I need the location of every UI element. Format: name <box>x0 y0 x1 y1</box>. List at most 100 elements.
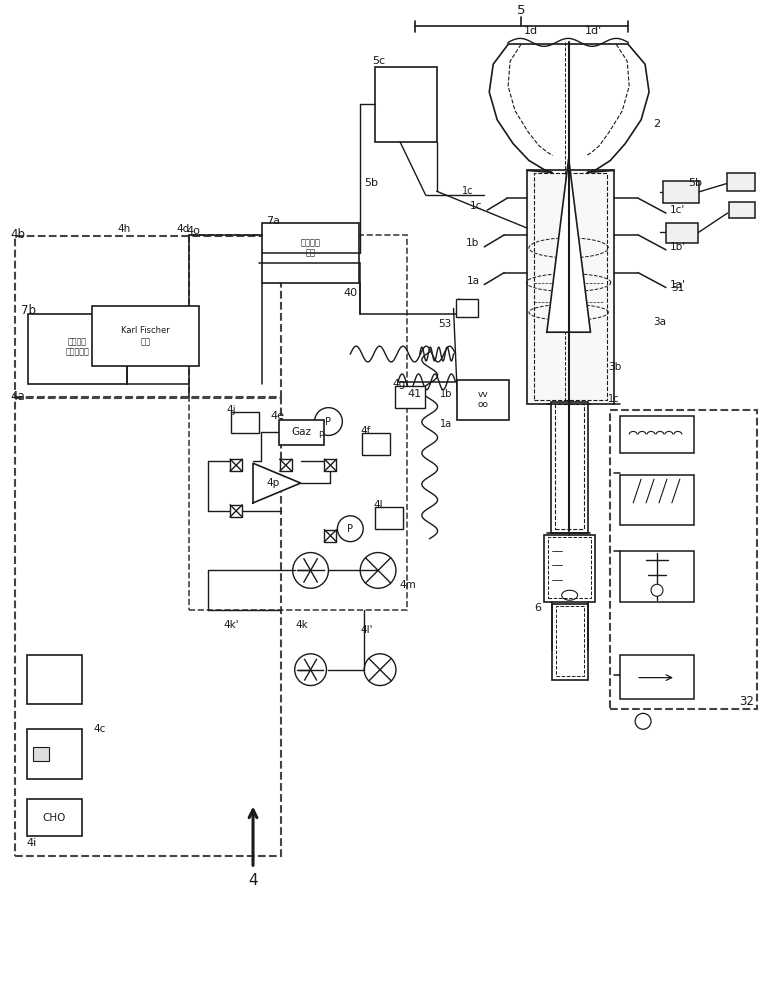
Text: 51: 51 <box>671 283 684 293</box>
Bar <box>663 181 699 203</box>
Bar <box>189 235 407 610</box>
Bar <box>33 747 48 761</box>
Text: 1d: 1d <box>524 26 538 36</box>
Text: 6: 6 <box>534 603 541 613</box>
Text: 1a: 1a <box>440 419 453 429</box>
Bar <box>26 799 83 836</box>
Bar <box>375 67 437 142</box>
Text: 4c: 4c <box>93 724 106 734</box>
Text: 4g: 4g <box>392 379 405 389</box>
Text: 4: 4 <box>249 873 258 888</box>
Bar <box>279 420 325 445</box>
Circle shape <box>360 553 396 588</box>
Bar <box>280 459 291 471</box>
Text: 1c: 1c <box>470 201 482 211</box>
Text: 4e: 4e <box>271 411 285 421</box>
Text: 4o: 4o <box>186 226 200 236</box>
Text: 1b: 1b <box>466 238 479 248</box>
Text: P: P <box>318 431 323 440</box>
Text: vv
oo: vv oo <box>478 390 488 409</box>
Text: 処理器：
管射: 処理器： 管射 <box>301 238 321 258</box>
Bar <box>620 655 694 699</box>
Text: 32: 32 <box>739 695 754 708</box>
Polygon shape <box>253 463 301 503</box>
Bar <box>548 537 591 598</box>
Bar <box>28 314 127 384</box>
Text: 4m: 4m <box>400 580 417 590</box>
Bar <box>230 459 242 471</box>
Text: 4p: 4p <box>266 478 280 488</box>
Polygon shape <box>547 159 590 332</box>
Text: Gaz: Gaz <box>291 427 312 437</box>
Circle shape <box>337 516 363 542</box>
Bar <box>620 416 694 453</box>
Bar <box>551 402 587 533</box>
Text: CHO: CHO <box>43 813 66 823</box>
Text: 4b: 4b <box>11 228 26 241</box>
Circle shape <box>293 553 329 588</box>
Circle shape <box>365 654 396 686</box>
Bar <box>325 459 337 471</box>
Circle shape <box>651 584 663 596</box>
Bar <box>729 202 756 218</box>
Bar <box>610 410 757 709</box>
Bar <box>26 655 83 704</box>
Bar <box>544 535 595 602</box>
Bar <box>395 386 425 408</box>
Text: 4a: 4a <box>11 390 26 403</box>
Text: 1a: 1a <box>467 276 479 286</box>
Circle shape <box>315 408 342 435</box>
Bar <box>15 398 280 856</box>
Text: Karl Fischer
测量: Karl Fischer 测量 <box>122 326 170 346</box>
Text: 4h: 4h <box>117 224 130 234</box>
Text: 1a': 1a' <box>670 280 686 290</box>
Bar <box>555 404 583 529</box>
Text: 3b: 3b <box>608 362 622 372</box>
Bar <box>666 223 698 243</box>
Bar <box>555 606 583 676</box>
Bar <box>262 223 359 283</box>
Text: 処理器：
液体制御器: 処理器： 液体制御器 <box>65 337 90 357</box>
Text: 1c': 1c' <box>670 205 686 215</box>
Bar <box>231 412 259 433</box>
Bar <box>325 530 337 542</box>
Text: 1d': 1d' <box>585 26 602 36</box>
Bar <box>92 306 199 366</box>
Text: 7b: 7b <box>21 304 36 317</box>
Bar <box>620 551 694 602</box>
Text: 4j: 4j <box>226 405 236 415</box>
Text: 5: 5 <box>516 4 525 17</box>
Text: 40: 40 <box>344 288 358 298</box>
Text: 5b: 5b <box>688 178 702 188</box>
Text: 4k': 4k' <box>224 620 239 630</box>
Text: 5b: 5b <box>365 178 378 188</box>
Bar <box>230 505 242 517</box>
Text: 1b': 1b' <box>670 242 686 252</box>
Text: 7a: 7a <box>266 216 280 226</box>
Text: 5c: 5c <box>372 56 386 66</box>
Text: 4f: 4f <box>360 426 371 436</box>
Bar <box>620 475 694 525</box>
Text: P: P <box>347 524 354 534</box>
Text: P: P <box>326 417 331 427</box>
Text: 1c: 1c <box>461 186 473 196</box>
Text: 1b: 1b <box>440 389 453 399</box>
Text: 41: 41 <box>408 389 422 399</box>
Bar <box>375 507 403 529</box>
Text: 2: 2 <box>653 119 660 129</box>
Circle shape <box>635 713 651 729</box>
Text: 4k: 4k <box>296 620 308 630</box>
Text: 4i: 4i <box>26 838 37 848</box>
Bar <box>534 173 608 400</box>
Bar <box>15 236 280 397</box>
Text: 1c: 1c <box>608 394 620 404</box>
Text: 3a: 3a <box>653 317 666 327</box>
Text: 53: 53 <box>439 319 452 329</box>
Circle shape <box>294 654 326 686</box>
Bar <box>552 604 587 680</box>
Text: 4d: 4d <box>177 224 190 234</box>
Bar <box>527 170 615 404</box>
Text: 4l': 4l' <box>360 625 372 635</box>
Bar <box>26 729 83 779</box>
Bar <box>457 380 509 420</box>
